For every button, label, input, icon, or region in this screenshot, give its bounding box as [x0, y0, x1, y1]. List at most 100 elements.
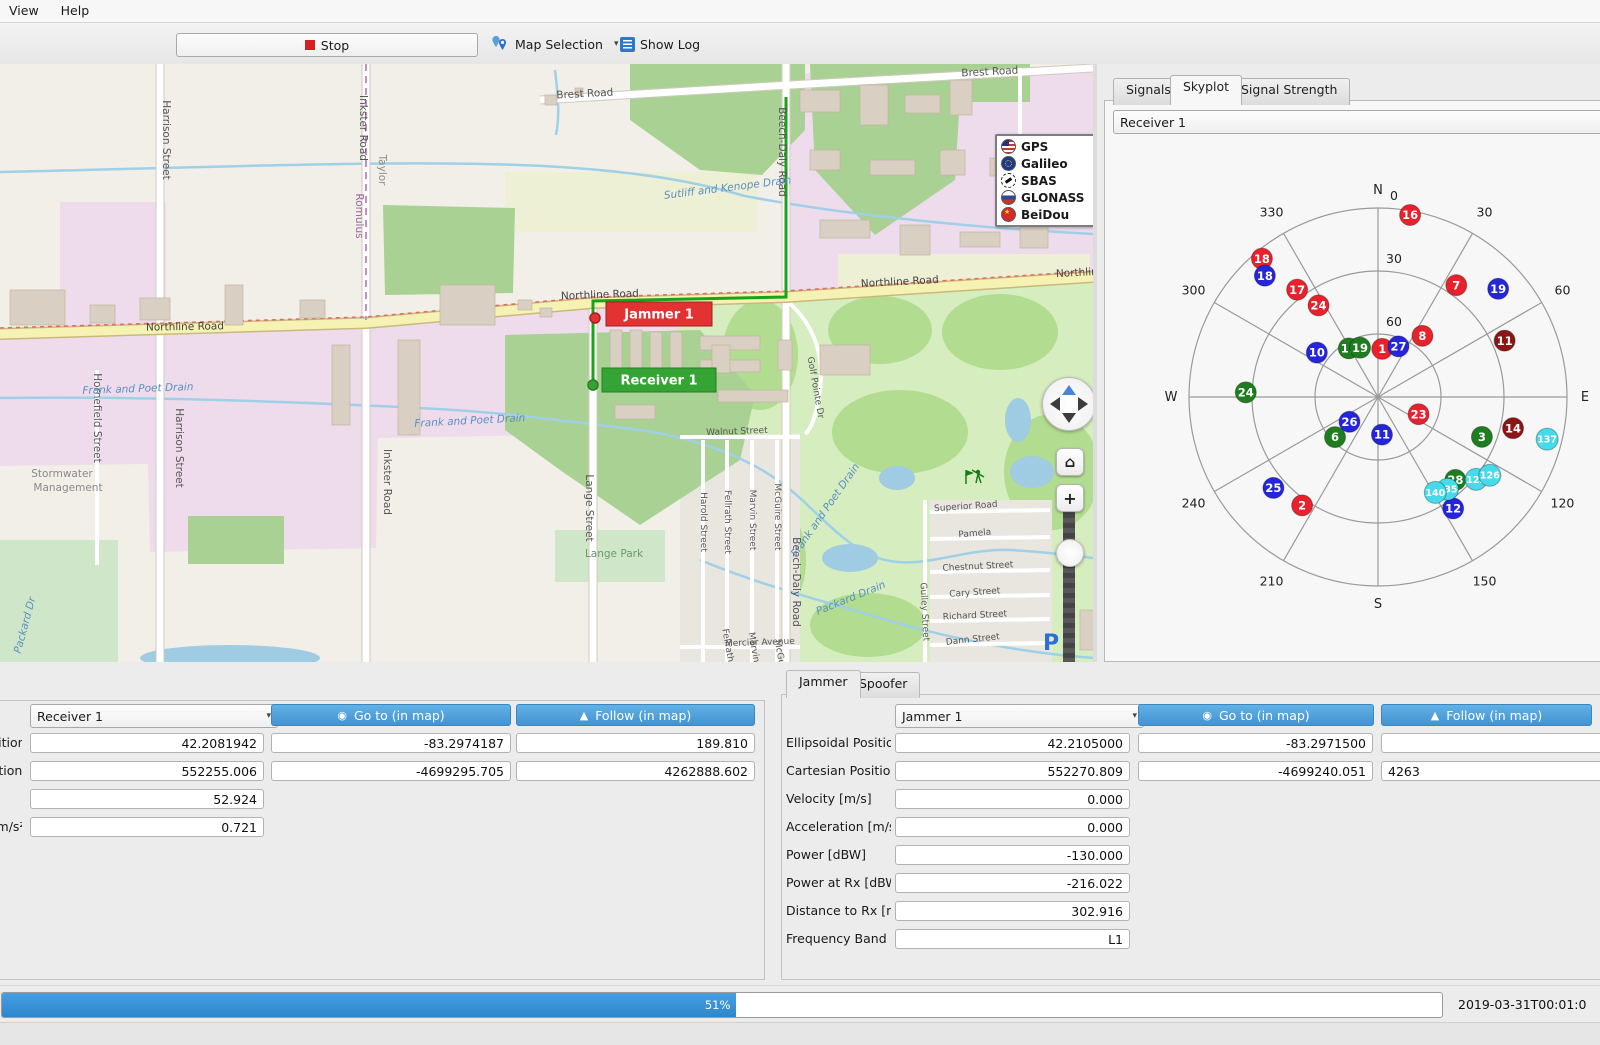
progress-bar: 51% [1, 992, 1443, 1018]
receiver-selector[interactable]: Receiver 1 ▾ [30, 704, 278, 728]
skyplot-axis-label: 240 [1182, 496, 1206, 511]
street-label: Lange Park [585, 548, 644, 560]
street-label: McGuire Street [772, 483, 782, 551]
street-label: Inkster Road [357, 95, 369, 161]
show-log-icon [620, 37, 635, 52]
receiver-lat-field[interactable] [30, 733, 264, 753]
receiver-z-field[interactable] [516, 761, 755, 781]
toolbar: Stop Map Selection ▾ Show Log [0, 23, 1600, 65]
legend-label: Galileo [1021, 157, 1068, 171]
receiver-lon-field[interactable] [271, 733, 511, 753]
jammer-x-field[interactable] [895, 761, 1130, 781]
jammer-follow-button[interactable]: ▲ Follow (in map) [1381, 704, 1592, 726]
map-canvas[interactable]: Brest RoadBrest RoadHarrison StreetHarri… [0, 64, 1093, 662]
home-button[interactable]: ⌂ [1056, 448, 1084, 476]
jammer-lon-field[interactable] [1138, 733, 1373, 753]
receiver-row-label: Ellipsoidal Position [0, 732, 22, 754]
menu-bar: View Help [0, 0, 1600, 23]
svg-text:19: 19 [1490, 282, 1506, 296]
jammer-goto-label: Go to (in map) [1219, 708, 1310, 723]
skyplot-axis-label: 30 [1477, 205, 1493, 220]
skyplot-axis-label: 210 [1260, 573, 1284, 588]
jammer-frequency-band-field[interactable] [895, 929, 1130, 949]
beidou-flag-icon [1001, 207, 1016, 222]
jammer-power-at-rx-field[interactable] [895, 873, 1130, 893]
legend-label: BeiDou [1021, 208, 1069, 222]
svg-text:Jammer 1: Jammer 1 [623, 308, 694, 323]
legend-label: GPS [1021, 140, 1048, 154]
satellite-gps-16: 16 [1400, 205, 1421, 226]
menu-help[interactable]: Help [52, 0, 99, 21]
receiver-goto-button[interactable]: ◉ Go to (in map) [271, 704, 511, 726]
jammer-row-label: Cartesian Position [786, 760, 891, 782]
pan-up-icon[interactable] [1062, 385, 1076, 395]
jammer-acceleration-field[interactable] [895, 817, 1130, 837]
show-log-button[interactable]: Show Log [616, 31, 704, 57]
satellite-glonass-25: 25 [1263, 477, 1284, 498]
jammer-z-field[interactable] [1381, 761, 1600, 781]
svg-text:2: 2 [1298, 499, 1306, 513]
zoom-slider-handle[interactable] [1056, 539, 1084, 567]
jammer-goto-button[interactable]: ◉ Go to (in map) [1138, 704, 1374, 726]
stop-button[interactable]: Stop [176, 33, 478, 57]
pan-control[interactable] [1042, 377, 1093, 431]
receiver-1-marker[interactable]: Receiver 1 [588, 368, 716, 392]
pan-right-icon[interactable] [1078, 397, 1088, 411]
receiver-follow-button[interactable]: ▲ Follow (in map) [516, 704, 755, 726]
goto-icon: ◉ [1202, 709, 1212, 722]
satellite-glonass-10: 10 [1306, 342, 1327, 363]
tab-signal-strength[interactable]: Signal Strength [1228, 78, 1350, 105]
street-label: Stormwater [31, 468, 93, 480]
jammer-row-label: Power [dBW] [786, 844, 891, 866]
map-selection-button[interactable]: Map Selection ▾ [486, 31, 623, 57]
skyplot-axis-label: 30 [1386, 251, 1402, 266]
receiver-x-field[interactable] [30, 761, 264, 781]
pan-left-icon[interactable] [1050, 397, 1060, 411]
svg-text:24: 24 [1238, 386, 1254, 400]
zoom-in-button[interactable]: + [1056, 484, 1084, 512]
jammer-alt-field[interactable] [1381, 733, 1600, 753]
satellite-sbas-140: 140 [1424, 481, 1446, 503]
svg-text:18: 18 [1257, 269, 1273, 283]
simulation-time: 2019-03-31T00:01:0 [1458, 997, 1586, 1012]
satellite-beidou-14: 14 [1503, 418, 1524, 439]
legend-label: GLONASS [1021, 191, 1084, 205]
satellite-glonass-27: 27 [1388, 336, 1409, 357]
receiver-velocity-field[interactable] [30, 789, 264, 809]
receiver-row-label: Acceleration [m/s²] [0, 816, 22, 838]
receiver-row-label: Velocity [m/s] [0, 788, 22, 810]
tab-skyplot[interactable]: Skyplot [1170, 75, 1242, 105]
legend-label: SBAS [1021, 174, 1057, 188]
svg-text:24: 24 [1311, 299, 1327, 313]
receiver-alt-field[interactable] [516, 733, 755, 753]
receiver-y-field[interactable] [271, 761, 511, 781]
zoom-slider-track[interactable] [1063, 498, 1075, 662]
receiver-acceleration-field[interactable] [30, 817, 264, 837]
jammer-power-field[interactable] [895, 845, 1130, 865]
satellite-galileo-24: 24 [1235, 382, 1256, 403]
pan-down-icon[interactable] [1062, 413, 1076, 423]
street-label: Harrison Street [173, 408, 185, 488]
receiver-selector-value: Receiver 1 [37, 709, 103, 724]
jammer-row-label: Ellipsoidal Position [786, 732, 891, 754]
jammer-selector[interactable]: Jammer 1 ▾ [895, 704, 1144, 728]
street-label: P [1043, 631, 1059, 656]
svg-text:27: 27 [1390, 340, 1406, 354]
jammer-y-field[interactable] [1138, 761, 1373, 781]
skyplot-axis-label: 150 [1473, 573, 1497, 588]
svg-text:19: 19 [1352, 341, 1368, 355]
satellite-gps-24: 24 [1308, 295, 1329, 316]
jammer-lat-field[interactable] [895, 733, 1130, 753]
stop-icon [305, 40, 315, 50]
jammer-row-label: Acceleration [m/s²] [786, 816, 891, 838]
svg-text:10: 10 [1309, 346, 1325, 360]
tab-jammer[interactable]: Jammer [786, 670, 861, 698]
jammer-velocity-field[interactable] [895, 789, 1130, 809]
street-label: Romulus [353, 193, 365, 238]
jammer-1-marker[interactable]: Jammer 1 [590, 302, 712, 326]
satellite-sbas-137: 137 [1536, 428, 1558, 450]
svg-text:14: 14 [1505, 421, 1521, 435]
menu-view[interactable]: View [0, 0, 48, 21]
jammer-distance-field[interactable] [895, 901, 1130, 921]
show-log-label: Show Log [640, 37, 700, 52]
